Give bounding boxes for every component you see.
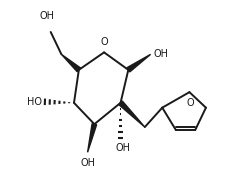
Text: O: O	[186, 98, 194, 108]
Text: OH: OH	[154, 49, 169, 59]
Text: HO: HO	[27, 97, 42, 107]
Polygon shape	[87, 124, 97, 152]
Polygon shape	[127, 54, 151, 72]
Polygon shape	[119, 101, 145, 127]
Text: OH: OH	[39, 11, 54, 21]
Text: OH: OH	[80, 158, 95, 168]
Text: O: O	[100, 36, 108, 47]
Text: OH: OH	[115, 143, 130, 153]
Polygon shape	[61, 54, 81, 72]
